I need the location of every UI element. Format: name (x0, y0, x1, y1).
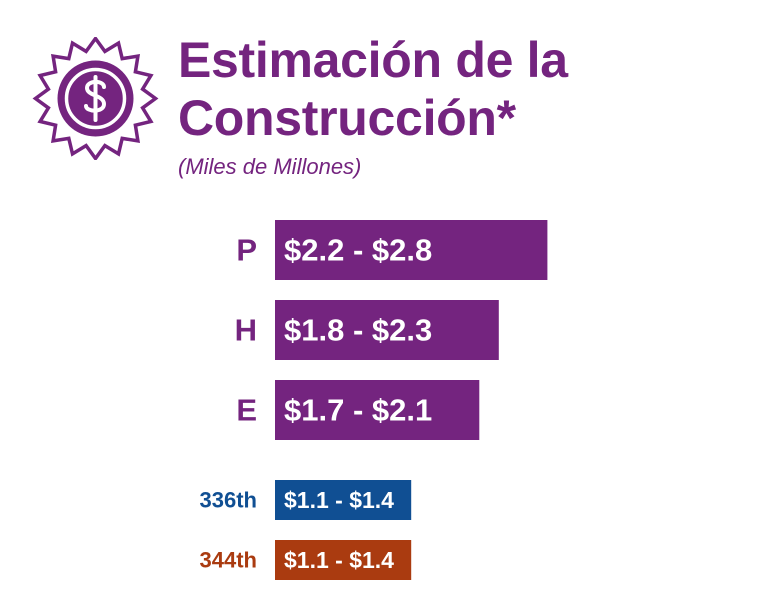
bar-H (275, 300, 499, 360)
category-label-336th: 336th (200, 488, 257, 513)
dollar-seal-icon (32, 37, 159, 160)
bar-344th (275, 540, 412, 580)
bar-336th (275, 480, 412, 520)
category-label-E: E (236, 393, 257, 428)
page-title-line-2: Construcción* (178, 90, 516, 146)
bar-P (275, 220, 548, 280)
bar-value-label-P: $2.2 - $2.8 (284, 233, 432, 268)
bar-value-label-344th: $1.1 - $1.4 (284, 547, 394, 573)
category-label-344th: 344th (200, 548, 257, 573)
bar-E (275, 380, 480, 440)
category-label-H: H (235, 313, 257, 348)
bar-value-label-E: $1.7 - $2.1 (284, 393, 432, 428)
category-label-P: P (236, 233, 257, 268)
page-title-line-1: Estimación de la (178, 32, 568, 88)
bar-value-label-H: $1.8 - $2.3 (284, 313, 432, 348)
chart-subtitle: (Miles de Millones) (178, 154, 362, 179)
bar-value-label-336th: $1.1 - $1.4 (284, 487, 394, 513)
